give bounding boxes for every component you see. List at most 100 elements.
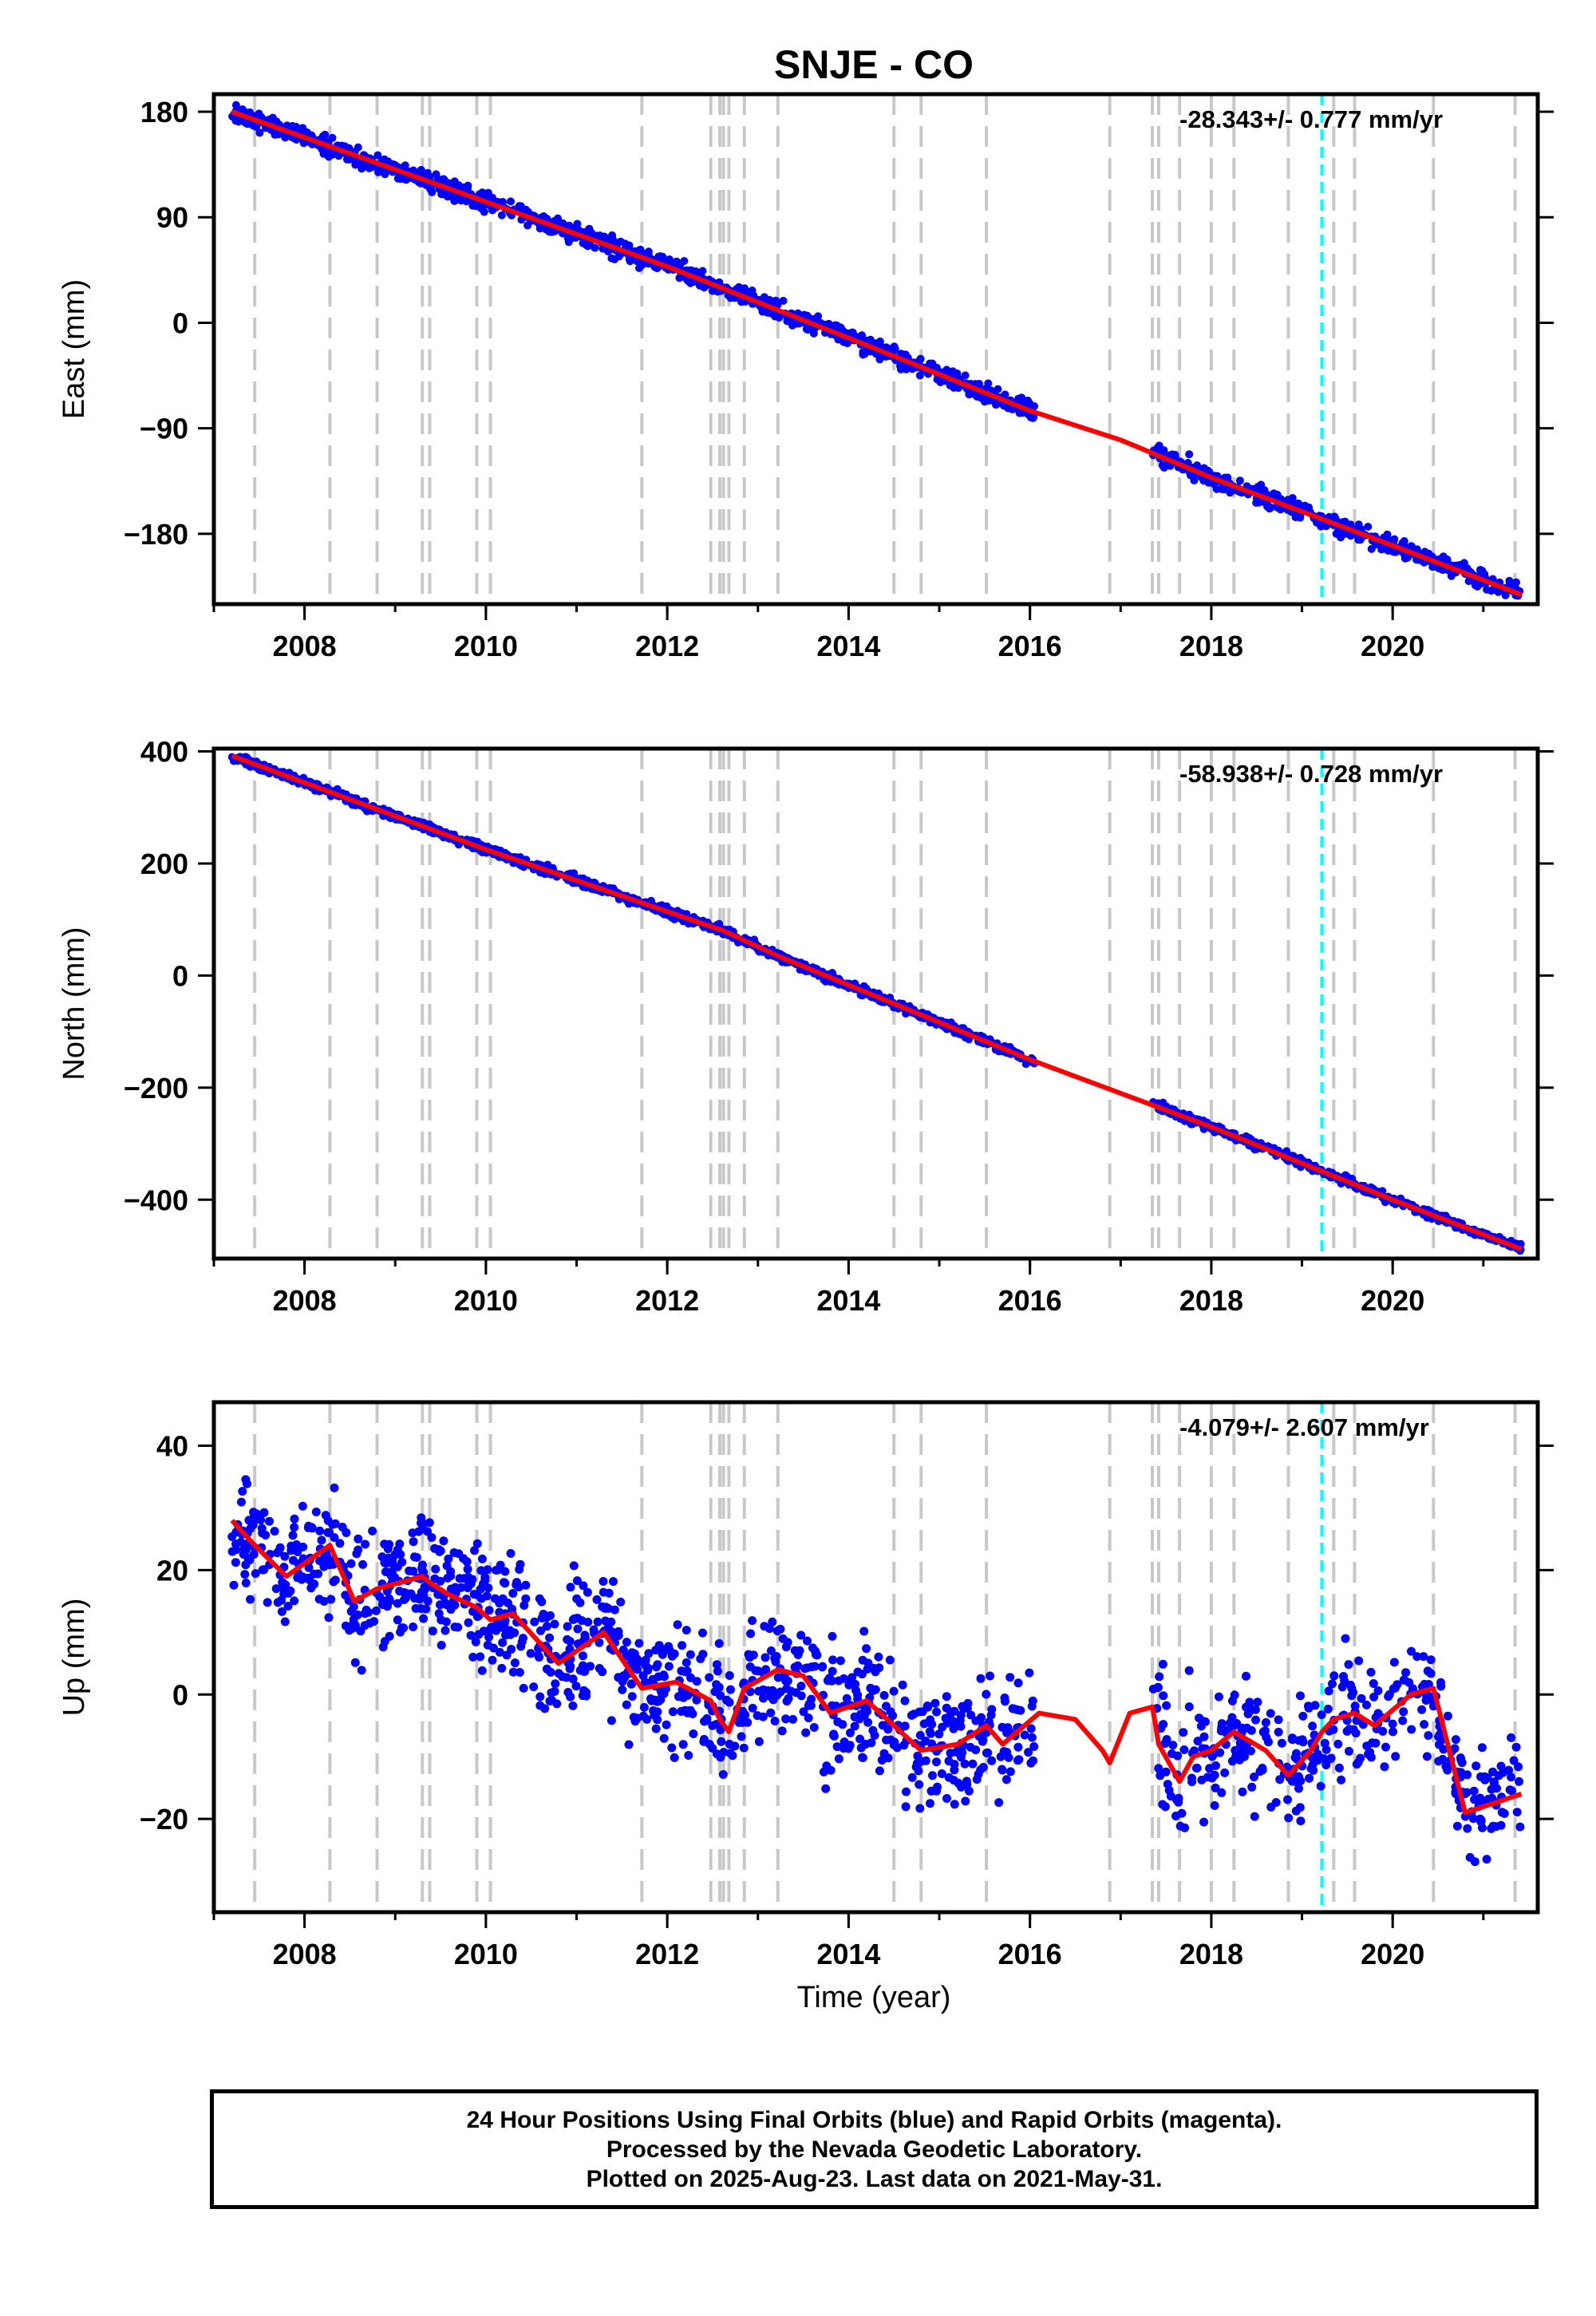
observation-point	[536, 1626, 545, 1635]
observation-point	[551, 1679, 560, 1689]
observation-point	[568, 1701, 578, 1710]
observation-point	[875, 355, 884, 364]
observation-point	[1388, 1719, 1397, 1729]
y-tick-label: 0	[172, 1678, 188, 1711]
observation-point	[1246, 1746, 1255, 1756]
observation-point	[647, 1696, 656, 1705]
observation-point	[856, 1743, 866, 1753]
observation-point	[258, 1565, 267, 1575]
observation-point	[444, 1554, 453, 1563]
observation-point	[1294, 1784, 1303, 1793]
observation-point	[420, 1585, 429, 1595]
observation-point	[817, 1662, 827, 1672]
observation-point	[868, 1686, 878, 1695]
observation-point	[766, 1646, 776, 1655]
observation-point	[1317, 1710, 1326, 1720]
observation-point	[1463, 1824, 1472, 1833]
observation-point	[1391, 1752, 1400, 1761]
observation-point	[925, 1727, 934, 1737]
observation-point	[826, 1765, 836, 1775]
observation-point	[1215, 1748, 1225, 1757]
observation-point	[898, 1680, 907, 1690]
observation-point	[227, 1532, 237, 1541]
y-tick-label: 40	[156, 1430, 188, 1463]
observation-point	[918, 1707, 927, 1717]
observation-point	[281, 133, 290, 142]
observation-point	[680, 1705, 689, 1715]
observation-point	[239, 1544, 249, 1554]
observation-point	[1001, 390, 1009, 399]
observation-point	[566, 234, 575, 243]
observation-point	[1199, 1732, 1209, 1741]
footer-line-orbits: 24 Hour Positions Using Final Orbits (bl…	[466, 2106, 1282, 2133]
observation-point	[807, 1694, 816, 1704]
observation-point	[1469, 1786, 1479, 1796]
observation-point	[1013, 1742, 1023, 1752]
observation-point	[712, 1680, 721, 1690]
observation-point	[265, 1516, 274, 1526]
observation-point	[328, 1520, 338, 1529]
observation-point	[859, 1626, 869, 1636]
observation-point	[1470, 1795, 1479, 1804]
observation-point	[540, 1704, 550, 1713]
observation-point	[974, 1769, 983, 1779]
plot-area	[227, 1402, 1525, 1912]
observation-point	[1025, 399, 1033, 408]
observation-point	[409, 1622, 418, 1631]
observation-point	[439, 1536, 448, 1546]
observation-point	[806, 1701, 816, 1710]
observation-point	[604, 1588, 614, 1598]
observation-point	[419, 1614, 429, 1623]
x-tick-label: 2012	[635, 1284, 699, 1317]
observation-point	[432, 170, 440, 179]
observation-point	[746, 1629, 756, 1638]
x-tick-label: 2010	[454, 1284, 518, 1317]
observation-point	[315, 1526, 325, 1535]
observation-point	[777, 1726, 787, 1736]
observation-point	[1362, 1700, 1371, 1709]
observation-point	[915, 1804, 925, 1813]
observation-point	[1512, 1808, 1522, 1817]
observation-point	[1472, 1761, 1481, 1771]
observation-point	[354, 1534, 363, 1543]
observation-point	[713, 1660, 721, 1670]
observation-point	[1264, 1737, 1273, 1747]
observation-point	[306, 1583, 316, 1593]
observation-point	[748, 1703, 757, 1713]
observation-point	[901, 1802, 911, 1812]
observation-point	[519, 1683, 528, 1693]
observation-point	[1026, 1724, 1036, 1733]
observation-point	[1274, 1715, 1283, 1725]
observation-point	[1443, 1711, 1452, 1721]
observation-point	[653, 1660, 662, 1670]
observation-point	[427, 1533, 437, 1542]
y-tick-label: −200	[124, 1072, 188, 1105]
observation-point	[586, 1662, 595, 1671]
observation-point	[1399, 1707, 1408, 1717]
observation-point	[573, 1624, 583, 1634]
observation-point	[246, 1524, 255, 1533]
observation-point	[1488, 1767, 1498, 1777]
observation-point	[350, 1658, 360, 1667]
observation-point	[1310, 1701, 1320, 1710]
observation-point	[324, 1613, 334, 1622]
observation-point	[1333, 1739, 1343, 1749]
observation-point	[289, 1555, 298, 1565]
observation-point	[1476, 1817, 1486, 1827]
observation-point	[472, 1590, 482, 1599]
observation-point	[430, 1574, 440, 1583]
observation-point	[1250, 1705, 1260, 1714]
observation-point	[1507, 1733, 1516, 1742]
observation-point	[1412, 545, 1421, 554]
observation-point	[497, 211, 506, 219]
observation-point	[263, 1598, 272, 1607]
observation-point	[862, 1644, 871, 1654]
observation-point	[956, 1710, 966, 1720]
observation-point	[607, 254, 616, 263]
observation-point	[1020, 1730, 1029, 1740]
observation-point	[476, 1566, 486, 1575]
observation-point	[790, 1646, 800, 1655]
observation-point	[1230, 1721, 1239, 1730]
observation-point	[468, 1575, 477, 1584]
